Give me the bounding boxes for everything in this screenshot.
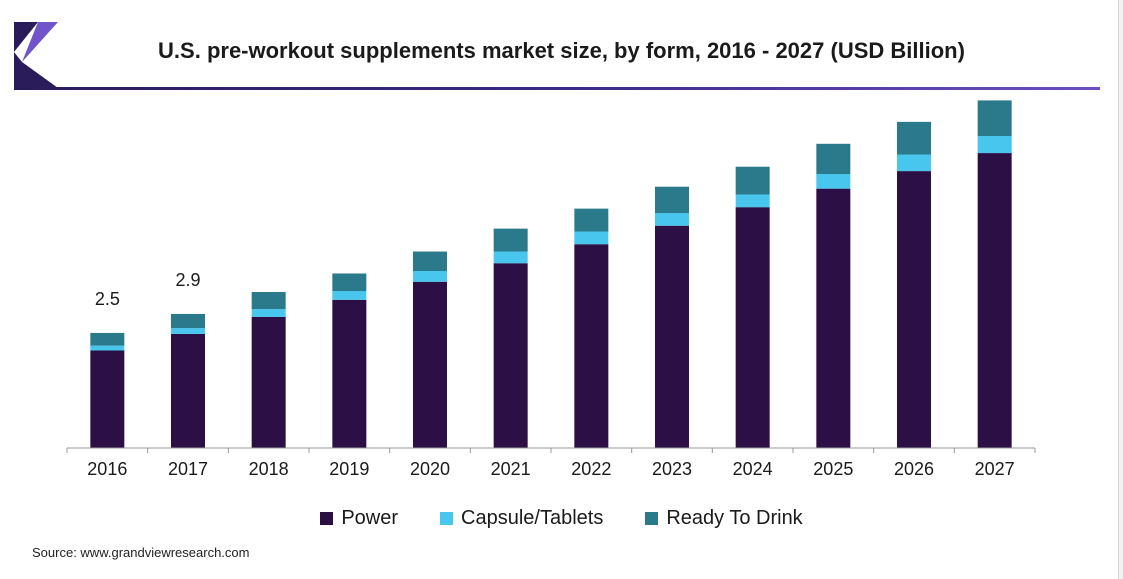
title-underline [14,87,1100,90]
bar-power-2021 [493,263,528,448]
logo-light-shape [22,22,58,62]
legend-swatch-capsule [440,512,454,525]
bar-capsule-2020 [413,271,447,282]
bar-power-2018 [251,316,286,448]
bar-capsule-2027 [977,136,1012,154]
x-tick-label-2022: 2022 [571,459,611,479]
bar-power-2022 [574,244,609,448]
bar-rtd-2023 [655,186,689,214]
legend-item-rtd: Ready To Drink [645,507,803,530]
bar-power-2024 [735,207,770,448]
logo-dark-shape [14,22,38,52]
x-tick-label-2025: 2025 [813,459,853,479]
bar-rtd-2026 [897,121,931,155]
x-tick-label-2023: 2023 [652,459,692,479]
x-tick-label-2027: 2027 [975,459,1015,479]
legend-label-rtd: Ready To Drink [666,507,803,529]
legend-swatch-power [320,512,334,525]
bar-power-2020 [413,281,447,448]
bar-capsule-2026 [897,154,931,172]
bar-power-2026 [897,171,931,448]
bar-rtd-2017 [171,313,205,329]
bar-rtd-2020 [413,251,447,272]
chart-title: U.S. pre-workout supplements market size… [158,38,965,63]
brand-logo [14,22,58,88]
logo-dark-lower-shape [14,52,58,88]
bar-capsule-2023 [655,213,689,226]
legend-swatch-rtd [645,512,659,525]
x-tick-label-2026: 2026 [894,459,934,479]
bar-capsule-2018 [251,309,286,317]
bar-capsule-2022 [574,231,609,245]
legend: Power Capsule/Tablets Ready To Drink [0,507,1123,530]
x-tick-label-2018: 2018 [249,459,289,479]
legend-label-capsule: Capsule/Tablets [461,507,604,529]
bar-capsule-2021 [493,251,528,264]
bar-power-2016 [90,350,125,448]
bar-rtd-2018 [251,292,286,310]
bar-rtd-2024 [735,166,770,195]
x-tick-label-2017: 2017 [168,459,208,479]
legend-item-power: Power [320,507,398,530]
bar-rtd-2025 [816,143,851,175]
bar-capsule-2017 [171,328,205,334]
legend-label-power: Power [341,507,399,529]
bar-power-2025 [816,188,851,448]
bar-rtd-2019 [332,273,367,292]
bar-rtd-2021 [493,228,528,252]
data-label-2016: 2.5 [95,289,120,309]
source-note: Source: www.grandviewresearch.com [32,545,250,560]
x-tick-label-2020: 2020 [410,459,450,479]
bar-power-2019 [332,299,367,448]
bar-rtd-2016 [90,332,125,346]
legend-item-capsule: Capsule/Tablets [440,507,603,530]
bar-capsule-2024 [735,194,770,208]
x-tick-label-2019: 2019 [329,459,369,479]
x-tick-label-2016: 2016 [87,459,127,479]
bar-power-2027 [977,153,1012,448]
bar-power-2017 [171,333,205,448]
bar-capsule-2016 [90,345,125,351]
bar-power-2023 [655,225,689,448]
bar-rtd-2022 [574,208,609,232]
bar-rtd-2027 [977,100,1012,136]
x-tick-label-2021: 2021 [491,459,531,479]
bar-capsule-2019 [332,291,367,300]
stacked-bar-chart: 2016 2017 2018 2019 2020 2021 2022 2023 2024 2025… [66,100,1036,479]
x-tick-label-2024: 2024 [733,459,773,479]
data-label-2017: 2.9 [175,270,200,290]
bar-capsule-2025 [816,174,851,189]
